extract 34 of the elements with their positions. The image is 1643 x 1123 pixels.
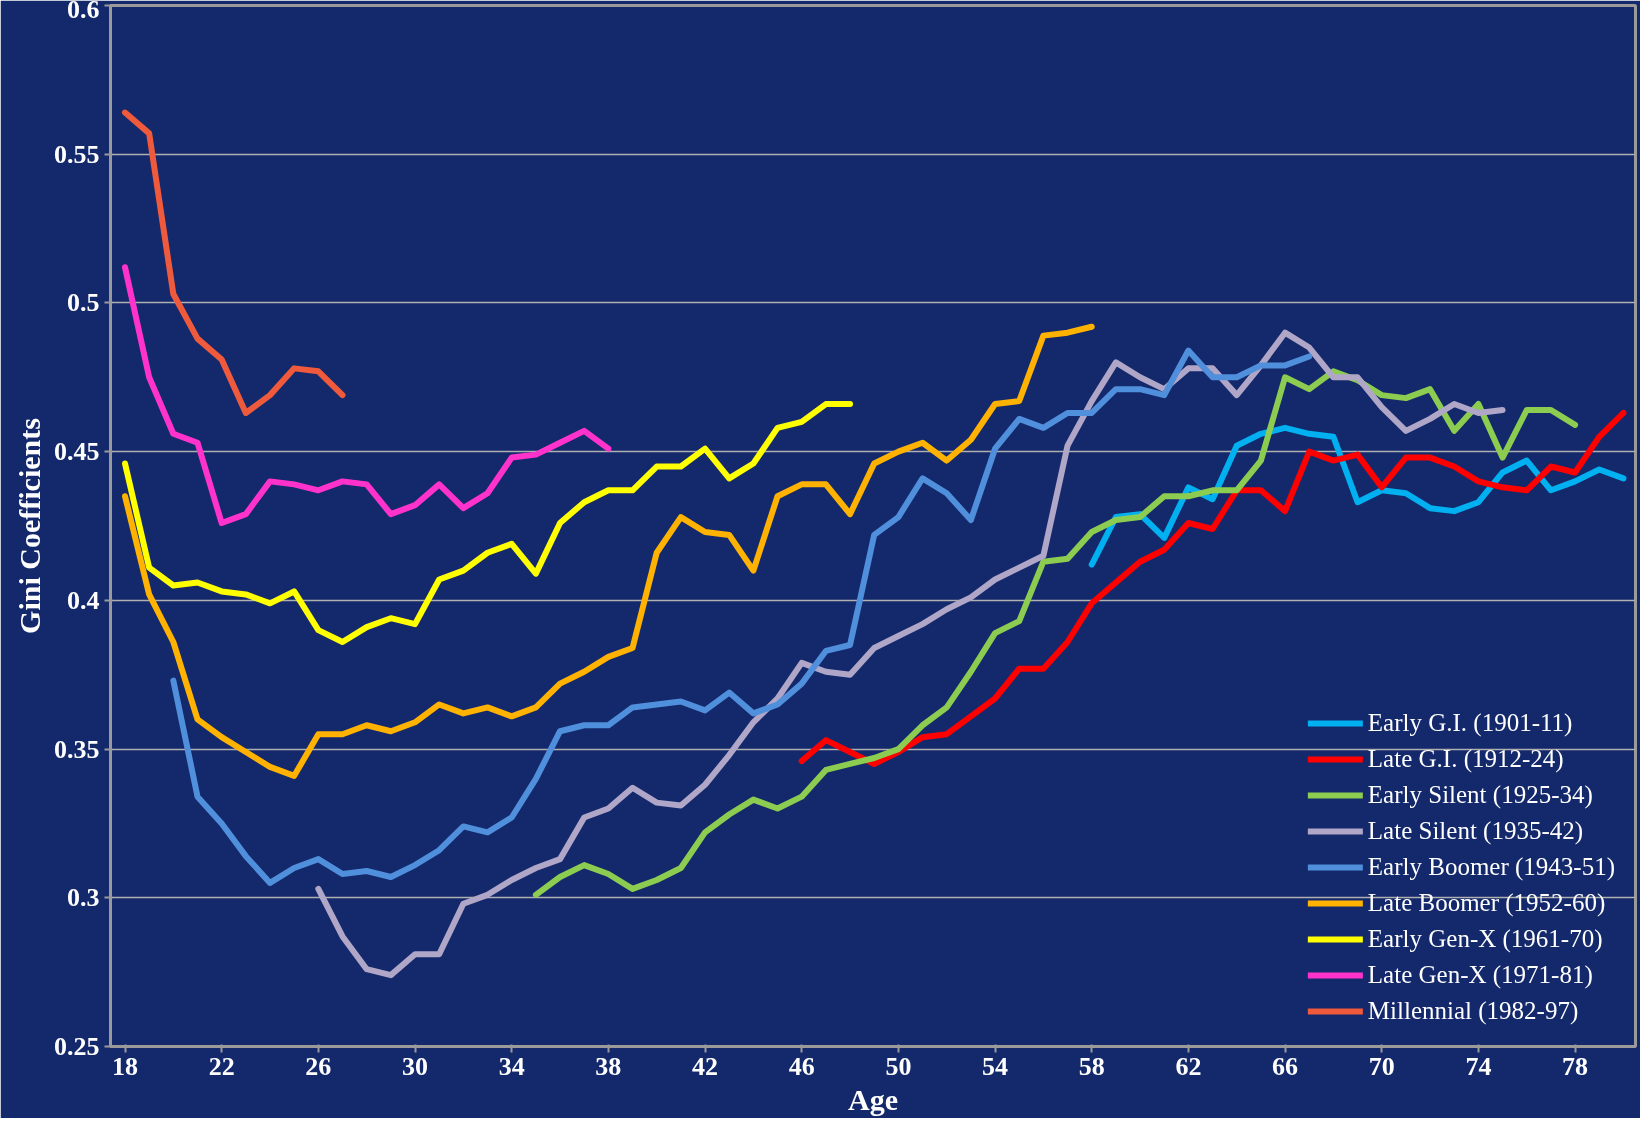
x-tick-label: 38: [595, 1051, 622, 1081]
y-tick-label: 0.5: [67, 288, 100, 318]
x-tick-label: 70: [1368, 1051, 1395, 1081]
legend-label: Late Silent (1935-42): [1367, 816, 1584, 846]
y-axis-title: Gini Coefficients: [13, 418, 46, 634]
y-tick-label: 0.4: [67, 585, 100, 615]
y-tick-label: 0.6: [67, 0, 100, 24]
x-tick-label: 78: [1562, 1051, 1589, 1081]
x-tick-label: 22: [208, 1051, 235, 1081]
x-tick-label: 74: [1465, 1051, 1492, 1081]
x-tick-label: 30: [402, 1051, 429, 1081]
y-tick-label: 0.25: [54, 1032, 100, 1061]
x-tick-label: 46: [788, 1051, 815, 1081]
x-tick-label: 18: [112, 1051, 138, 1081]
legend-label: Late Gen-X (1971-81): [1367, 960, 1593, 990]
x-tick-label: 54: [982, 1051, 1009, 1081]
x-tick-label: 62: [1175, 1051, 1202, 1081]
y-tick-label: 0.45: [54, 437, 100, 467]
legend-label: Late G.I. (1912-24): [1367, 744, 1564, 774]
legend-label: Millennial (1982-97): [1367, 996, 1579, 1026]
x-tick-label: 66: [1272, 1051, 1299, 1081]
x-tick-label: 42: [692, 1051, 719, 1081]
y-tick-label: 0.35: [54, 734, 100, 764]
legend-label: Early G.I. (1901-11): [1367, 708, 1573, 738]
x-tick-label: 50: [885, 1051, 912, 1081]
legend-label: Early Boomer (1943-51): [1367, 852, 1615, 882]
x-tick-label: 58: [1078, 1051, 1105, 1081]
y-tick-label: 0.3: [67, 883, 100, 913]
x-tick-label: 26: [305, 1051, 332, 1081]
legend-label: Early Silent (1925-34): [1367, 780, 1593, 810]
x-axis-title: Age: [848, 1082, 898, 1116]
y-tick-label: 0.55: [54, 139, 100, 169]
x-tick-label: 34: [498, 1051, 525, 1081]
legend-label: Early Gen-X (1961-70): [1367, 924, 1603, 954]
